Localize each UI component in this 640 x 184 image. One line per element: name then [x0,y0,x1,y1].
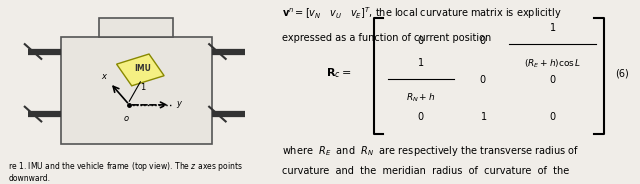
Text: $1$: $1$ [549,21,556,33]
Text: (6): (6) [615,69,629,79]
Text: $0$: $0$ [479,73,487,85]
Text: $(R_E+h)\cos L$: $(R_E+h)\cos L$ [524,57,581,70]
Text: $0$: $0$ [417,110,425,122]
Text: expressed as a function of current position: expressed as a function of current posit… [282,33,492,43]
Text: IMU: IMU [134,64,152,72]
Bar [99,18,173,37]
Text: $1$: $1$ [140,81,147,92]
Text: curvature  and  the  meridian  radius  of  curvature  of  the: curvature and the meridian radius of cur… [282,166,570,176]
Text: $0$: $0$ [417,34,425,47]
Text: $\mathbf{v}^n = \left[v_N \quad v_U \quad v_E\right]^T$, the local curvature mat: $\mathbf{v}^n = \left[v_N \quad v_U \qua… [282,6,562,21]
Text: re 1. IMU and the vehicle frame (top view). The $z$ axes points
downward.: re 1. IMU and the vehicle frame (top vie… [8,160,243,183]
Text: $\mathbf{R}_c =$: $\mathbf{R}_c =$ [326,67,352,81]
Text: $1$: $1$ [479,110,487,122]
Polygon shape [116,54,164,86]
Text: $o$: $o$ [124,114,130,123]
Bar [61,37,212,144]
Text: $y$: $y$ [176,99,184,110]
Text: $x$: $x$ [101,72,108,81]
Text: $0$: $0$ [548,73,556,85]
Text: $R_N+h$: $R_N+h$ [406,92,436,105]
Text: $0$: $0$ [548,110,556,122]
Text: where  $R_E$  and  $R_N$  are respectively the transverse radius of: where $R_E$ and $R_N$ are respectively t… [282,144,580,158]
Text: $0$: $0$ [479,34,487,47]
Text: $1$: $1$ [417,56,425,68]
